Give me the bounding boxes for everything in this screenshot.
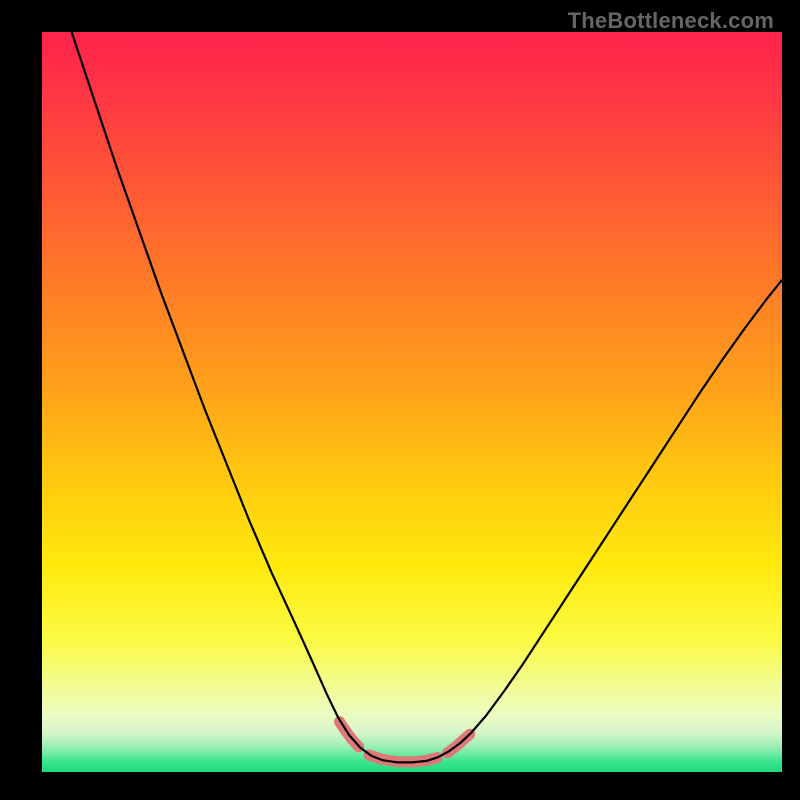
watermark-text: TheBottleneck.com bbox=[568, 8, 774, 34]
marker-group bbox=[339, 722, 469, 762]
chart-root: { "meta": { "watermark": "TheBottleneck.… bbox=[0, 0, 800, 800]
bottleneck-curve bbox=[72, 32, 782, 762]
curve-layer bbox=[42, 32, 782, 772]
plot-area bbox=[42, 32, 782, 772]
